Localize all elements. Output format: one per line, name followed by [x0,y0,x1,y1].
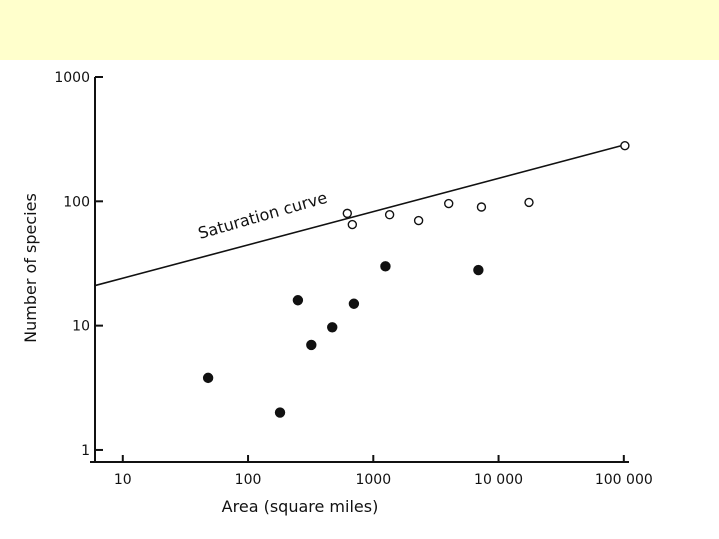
filled-data-point [380,261,391,272]
y-tick-label: 1000 [54,70,90,86]
x-tick-label: 100 000 [595,472,653,488]
filled-data-point [348,298,360,309]
saturation-curve-label: Saturation curve [196,188,329,243]
y-tick-label: 10 [72,319,90,335]
saturation-curve-group [94,143,626,287]
open-data-point [413,215,424,226]
open-data-point [620,141,630,151]
x-ticks: 10 100 1000 10 000 100 000 [114,455,653,488]
open-data-point [444,198,454,209]
open-data-point [524,197,534,208]
open-data-point [476,202,487,212]
open-data-point [347,219,358,230]
x-tick-label: 10 [114,472,132,488]
filled-data-point [473,264,484,276]
x-axis-label: Area (square miles) [222,497,379,516]
x-tick-label: 100 [235,472,262,488]
filled-data-point [327,322,338,333]
y-ticks: 1 10 100 1000 [54,70,103,459]
open-data-point [342,208,352,219]
filled-data-point [306,339,317,351]
y-axis-label: Number of species [21,193,40,343]
open-data-point [384,210,395,220]
y-tick-label: 1 [81,443,90,459]
x-tick-label: 10 000 [474,472,523,488]
x-tick-label: 1000 [355,472,391,488]
data-points [202,141,630,418]
filled-data-point [202,372,214,384]
saturation-curve [94,143,626,287]
filled-data-point [274,407,286,418]
axes [90,77,629,463]
title-band [0,0,719,60]
y-tick-label: 100 [63,194,90,210]
filled-data-point [292,295,304,306]
